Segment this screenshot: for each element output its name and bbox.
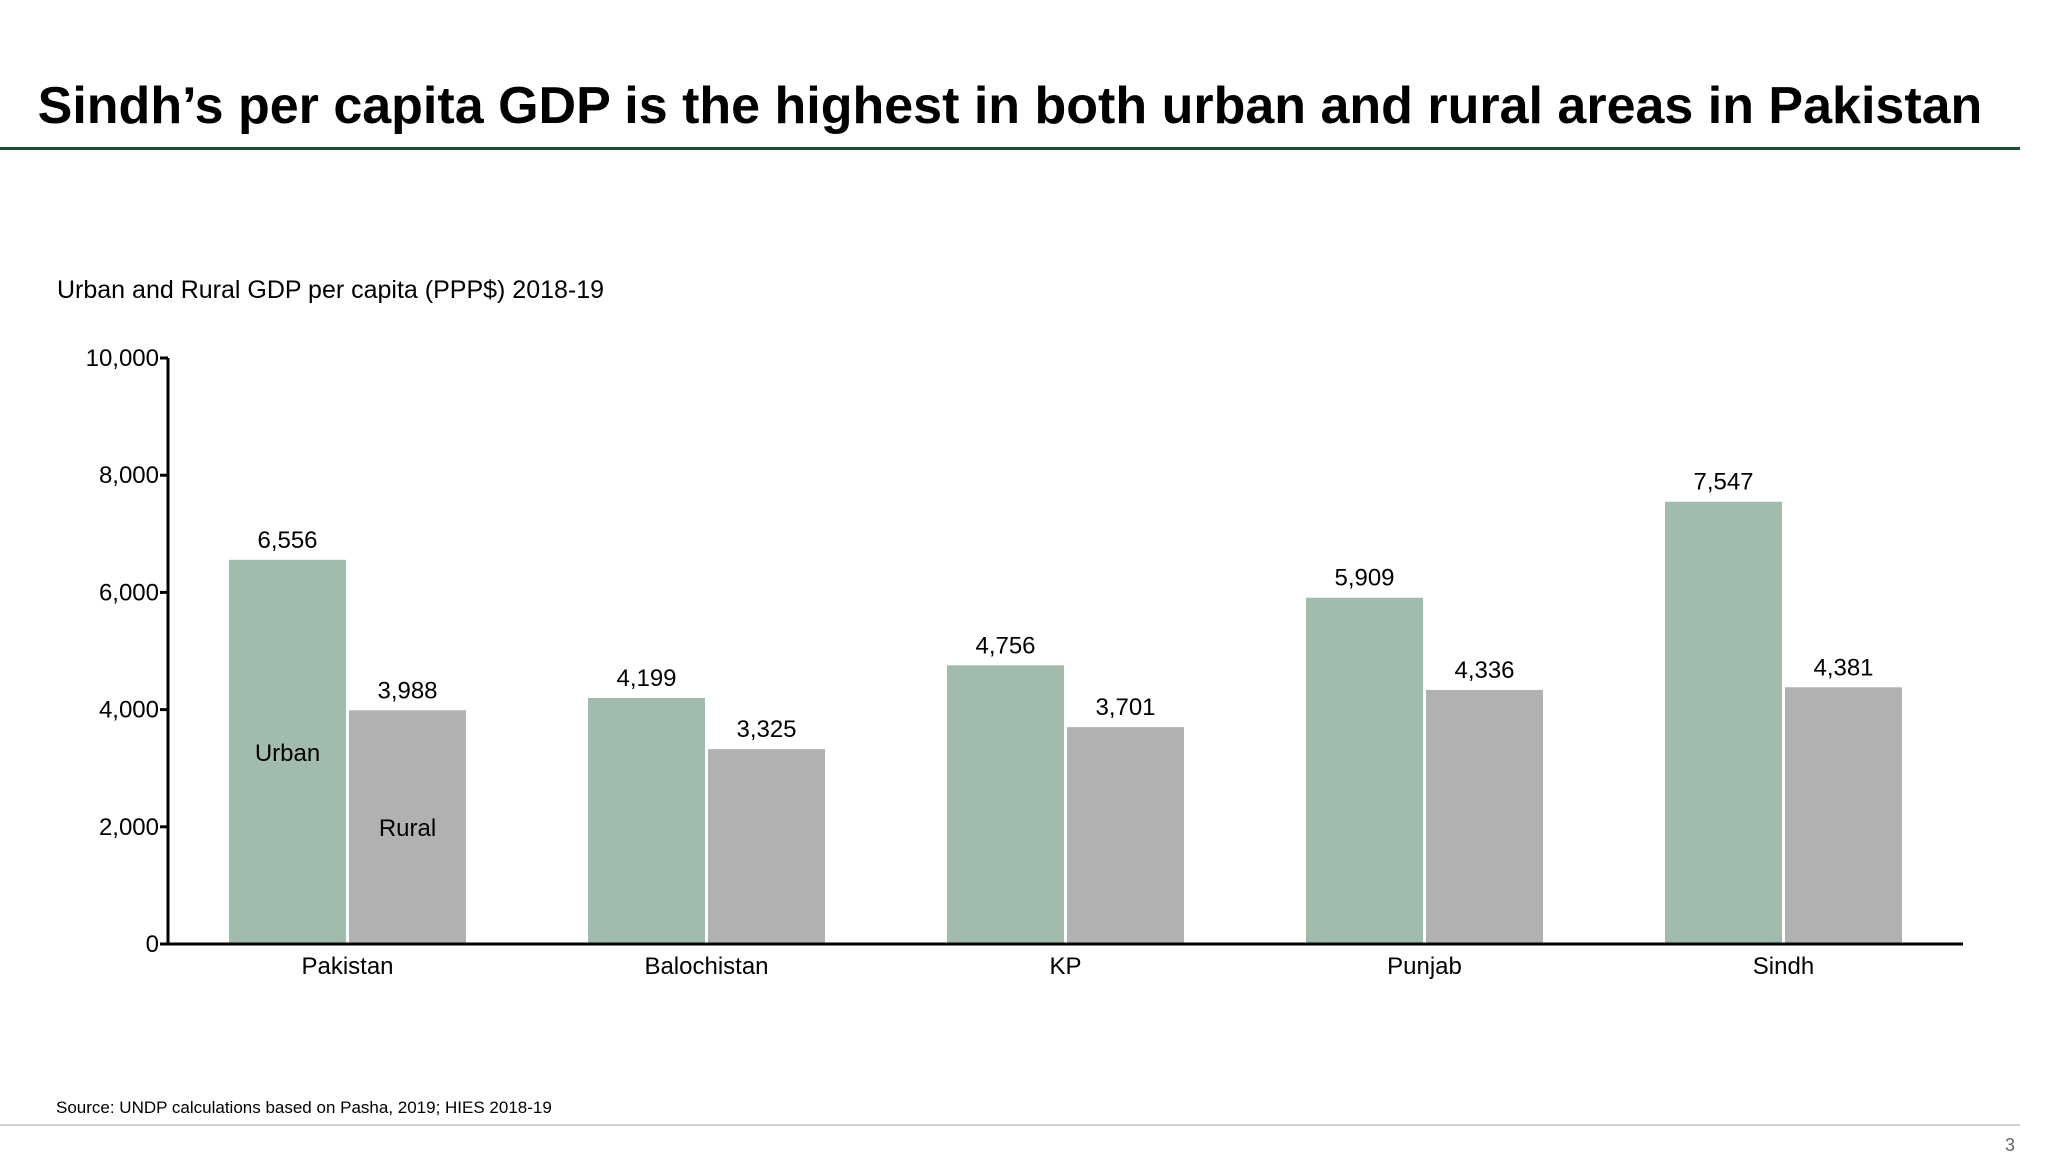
data-label-rural-pakistan: 3,988 — [377, 677, 437, 704]
slide-title: Sindh’s per capita GDP is the highest in… — [37, 77, 1983, 135]
bar-urban-punjab — [1306, 597, 1423, 944]
x-tick-label-kp: KP — [1049, 953, 1081, 980]
x-tick-label-sindh: Sindh — [1753, 953, 1814, 980]
x-tick-label-pakistan: Pakistan — [301, 953, 393, 980]
legend-label-rural: Rural — [379, 815, 436, 842]
y-tick-label: 4,000 — [99, 697, 159, 724]
bar-rural-kp — [1067, 727, 1184, 944]
y-tick-label: 0 — [146, 931, 159, 958]
y-tick-label: 8,000 — [99, 462, 159, 489]
x-tick-label-balochistan: Balochistan — [644, 953, 768, 980]
y-tick-label: 10,000 — [86, 345, 159, 372]
footer-rule — [0, 1124, 2020, 1126]
data-label-rural-punjab: 4,336 — [1454, 657, 1514, 684]
source-note: Source: UNDP calculations based on Pasha… — [56, 1098, 552, 1117]
bar-rural-pakistan — [349, 710, 466, 944]
data-label-urban-punjab: 5,909 — [1334, 565, 1394, 592]
bar-urban-pakistan — [229, 559, 346, 944]
data-label-urban-sindh: 7,547 — [1693, 469, 1753, 496]
data-label-rural-kp: 3,701 — [1095, 694, 1155, 721]
data-label-urban-kp: 4,756 — [975, 632, 1035, 659]
x-tick-label-punjab: Punjab — [1387, 953, 1462, 980]
bar-urban-sindh — [1665, 501, 1782, 944]
bar-rural-balochistan — [708, 749, 825, 944]
bar-urban-balochistan — [588, 697, 705, 944]
y-tick-label: 6,000 — [99, 579, 159, 606]
page-number: 3 — [2005, 1135, 2016, 1155]
chart-title: Urban and Rural GDP per capita (PPP$) 20… — [57, 276, 605, 304]
bar-rural-punjab — [1426, 689, 1543, 944]
y-tick-label: 2,000 — [99, 814, 159, 841]
data-label-urban-balochistan: 4,199 — [616, 665, 676, 692]
legend-label-urban: Urban — [255, 740, 320, 767]
bar-urban-kp — [947, 665, 1064, 944]
data-label-rural-sindh: 4,381 — [1813, 654, 1873, 681]
bar-rural-sindh — [1785, 687, 1902, 944]
data-label-urban-pakistan: 6,556 — [257, 527, 317, 554]
data-label-rural-balochistan: 3,325 — [736, 716, 796, 743]
title-rule — [0, 147, 2020, 150]
